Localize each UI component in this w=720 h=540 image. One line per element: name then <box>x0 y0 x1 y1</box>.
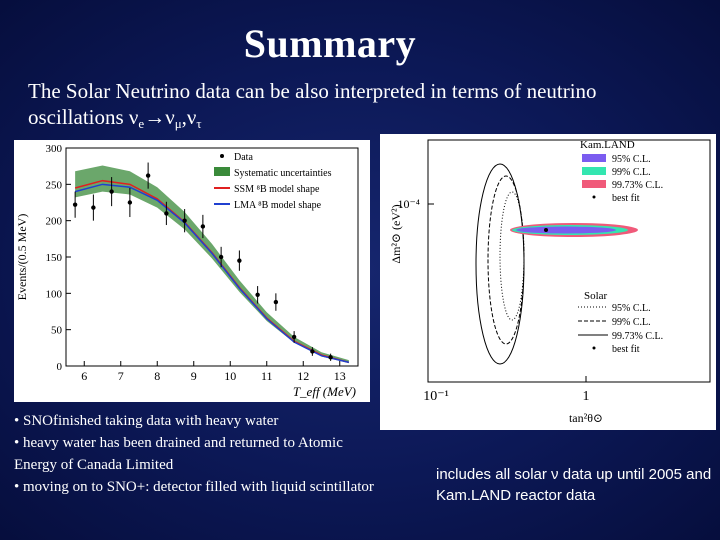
y-axis-label: Δm²⊙ (eV²) <box>389 204 403 263</box>
solar-legend-99: 99% C.L. <box>612 317 651 328</box>
x-tick-0.1: 10⁻¹ <box>423 389 449 404</box>
data-point <box>200 224 206 229</box>
kam-contour-95 <box>516 226 616 234</box>
solar-contour-99 <box>487 175 525 345</box>
sub-tau: τ <box>196 116 202 131</box>
nu-mu: →ν <box>144 105 175 129</box>
oscillation-contour-chart: Kam.LAND 95% C.L. 99% C.L. 99.73% C.L. b… <box>380 134 716 430</box>
y-axis-label: Events/(0.5 MeV) <box>15 214 29 301</box>
kam-legend-9973: 99.73% C.L. <box>612 180 663 191</box>
kam-legend-title: Kam.LAND <box>580 139 635 151</box>
data-point <box>91 205 96 210</box>
x-axis-label: T_eff (MeV) <box>293 384 356 399</box>
kam-legend-99: 99% C.L. <box>612 167 651 178</box>
data-point <box>218 254 224 260</box>
kam-legend-swatch-9973 <box>582 180 606 188</box>
legend-label: LMA ⁸B model shape <box>234 200 322 211</box>
bullet-list: • SNOfinished taking data with heavy wat… <box>14 410 384 498</box>
kam-legend-95: 95% C.L. <box>612 154 651 165</box>
x-tick-label: 10 <box>224 369 236 383</box>
spectrum-svg: 6 7 8 9 10 11 12 13 0 50 100 150 200 250 300 T_eff (MeV… <box>15 143 359 399</box>
intro-text: The Solar Neutrino data can be also inte… <box>28 78 708 137</box>
systematic-band <box>75 165 349 364</box>
x-axis-label: tan²θ⊙ <box>569 411 603 425</box>
solar-contour-95 <box>499 191 525 321</box>
y-tick-label: 200 <box>46 216 63 228</box>
solar-legend-95: 95% C.L. <box>612 303 651 314</box>
kam-legend-swatch-99 <box>582 167 606 175</box>
y-tick-label: 100 <box>46 288 63 300</box>
data-point <box>182 218 187 223</box>
contour-svg: Kam.LAND 95% C.L. 99% C.L. 99.73% C.L. b… <box>389 139 711 425</box>
kam-legend-swatch-95 <box>582 154 606 162</box>
contour-frame <box>427 139 711 383</box>
sub-e: e <box>138 116 145 131</box>
x-tick-label: 7 <box>118 369 124 383</box>
legend-swatch-band <box>214 167 230 176</box>
bullet-1: • SNOfinished taking data with heavy wat… <box>14 413 279 429</box>
x-tick-label: 11 <box>261 369 273 383</box>
solar-legend-title: Solar <box>584 290 608 302</box>
solar-legend-bestfit: best fit <box>612 344 640 355</box>
x-tick-label: 13 <box>334 369 346 383</box>
kam-legend-bestfit: best fit <box>612 193 640 204</box>
data-point <box>237 258 242 263</box>
bullet-3: • moving on to SNO+: detector filled wit… <box>14 479 374 495</box>
data-point <box>328 355 333 360</box>
legend-swatch-data <box>220 154 224 158</box>
intro-line-1: The Solar Neutrino data can be also inte… <box>28 79 597 103</box>
legend-label: SSM ⁸B model shape <box>234 184 320 195</box>
nu-tau: ,ν <box>181 105 197 129</box>
data-point <box>273 299 279 305</box>
bullet-2: • heavy water has been drained and retur… <box>14 435 343 473</box>
y-tick-label: 50 <box>51 325 63 337</box>
solar-legend-bestfit-dot <box>592 346 596 350</box>
data-point <box>145 173 151 178</box>
y-tick-label: 300 <box>46 143 63 155</box>
x-tick-1: 1 <box>583 389 590 404</box>
y-tick-label: 250 <box>46 179 63 191</box>
nu-e: oscillations ν <box>28 105 139 129</box>
data-point <box>310 349 315 354</box>
y-tick-label: 150 <box>46 252 63 264</box>
spectrum-chart: 6 7 8 9 10 11 12 13 0 50 100 150 200 250 300 T_eff (MeV… <box>14 140 370 402</box>
slide-title: Summary <box>243 21 417 66</box>
kam-legend-bestfit-dot <box>592 195 596 199</box>
data-point <box>255 292 260 297</box>
legend-label: Data <box>234 152 253 163</box>
y-tick-label: 0 <box>57 361 63 373</box>
data-point <box>127 200 133 205</box>
sub-mu: μ <box>174 116 182 131</box>
x-tick-label: 9 <box>191 369 197 383</box>
x-tick-label: 8 <box>154 369 160 383</box>
data-point <box>291 334 297 340</box>
data-point <box>109 189 114 194</box>
solar-legend-9973: 99.73% C.L. <box>612 331 663 342</box>
data-point <box>72 202 78 207</box>
data-point <box>164 211 169 216</box>
solar-contour-9973 <box>475 163 525 365</box>
x-tick-label: 12 <box>297 369 309 383</box>
x-tick-label: 6 <box>81 369 87 383</box>
lma-line <box>74 183 350 364</box>
best-fit-point <box>544 228 548 232</box>
y-tick-1e-4: 10⁻⁴ <box>397 197 420 211</box>
legend-label: Systematic uncertainties <box>234 168 332 179</box>
data-note: includes all solar ν data up until 2005 … <box>436 466 712 504</box>
intro-line-2: oscillations νe→νμ,ντ <box>28 104 708 137</box>
